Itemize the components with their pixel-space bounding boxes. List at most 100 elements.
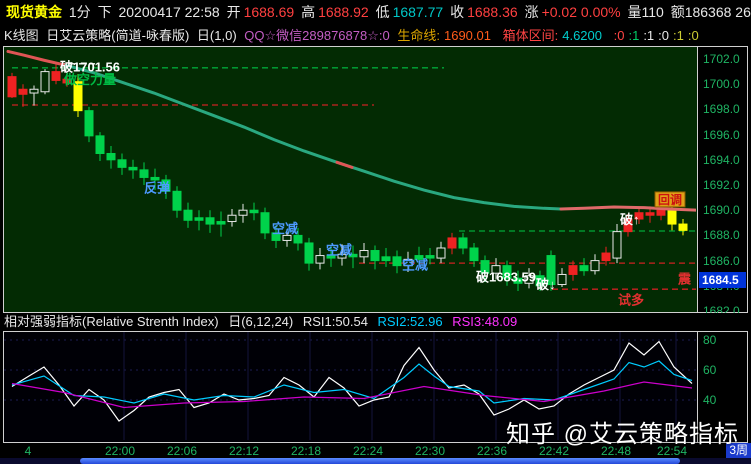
- chart-annotation: 反弹: [144, 181, 170, 196]
- strategy-param: 日(1,0): [196, 28, 237, 43]
- open-label: 开: [226, 4, 241, 20]
- candle-body: [579, 265, 589, 272]
- candle-body: [678, 223, 688, 231]
- open-value: 1688.69: [243, 4, 295, 20]
- rsi-axis-label: 60: [703, 363, 717, 377]
- horizontal-scrollbar[interactable]: [0, 458, 751, 464]
- rsi3-value: RSI3:48.09: [452, 314, 518, 329]
- price-axis-label: 1702.0: [703, 52, 740, 66]
- time-axis-label: 22:00: [104, 444, 136, 458]
- time-axis-label: 22:36: [476, 444, 508, 458]
- signal-flag-5: :0: [687, 28, 699, 43]
- candle-body: [645, 212, 655, 216]
- current-price-tag: 1684.5: [699, 271, 746, 288]
- candle-body: [601, 252, 611, 262]
- candle-body: [205, 217, 215, 225]
- time-axis-label: 22:18: [290, 444, 322, 458]
- time-axis-label: 22:30: [414, 444, 446, 458]
- candle-body: [293, 234, 303, 244]
- candle-body: [656, 209, 666, 216]
- chart-annotation: 破1683.59: [476, 269, 536, 284]
- rsi-svg: [4, 332, 696, 440]
- candle-body: [194, 217, 204, 221]
- candle-body: [403, 258, 413, 267]
- kline-label: K线图: [4, 28, 39, 43]
- signal-flag-0: :0: [613, 28, 625, 43]
- candle-body: [634, 212, 644, 220]
- quote-bar: 现货黄金 1分 下 20200417 22:58 开 1688.69 高 1688.…: [0, 0, 751, 26]
- lifeline-ma: [559, 205, 696, 212]
- rsi-axis-label: 80: [703, 333, 717, 347]
- candle-body: [73, 81, 83, 112]
- time-axis-left-label: 4: [24, 444, 32, 458]
- candle-body: [29, 88, 39, 94]
- candle-body: [491, 265, 501, 274]
- candle-body: [535, 275, 545, 287]
- candle-body: [458, 237, 468, 249]
- candle-body: [392, 256, 402, 267]
- callout-box: [654, 191, 686, 208]
- candle-body: [84, 110, 94, 137]
- low-value: 1687.77: [392, 4, 444, 20]
- time-axis: 4 22:00 22:06 22:12 22:18 22:24 22:30 22:36 22:…: [0, 443, 751, 459]
- time-axis-label: 22:24: [352, 444, 384, 458]
- scrollbar-thumb[interactable]: [80, 458, 680, 464]
- chart-annotation: 空减: [272, 221, 298, 236]
- rsi-axis: 80 60 40: [698, 332, 747, 442]
- price-axis-label: 1686.0: [703, 253, 740, 268]
- period-selector-badge[interactable]: 3周: [726, 443, 751, 458]
- chart-annotation: 试多: [618, 293, 644, 308]
- candle-body: [62, 78, 72, 84]
- price-axis-label: 1696.0: [703, 127, 740, 142]
- candle-body: [612, 231, 622, 259]
- signal-flag-4: :1: [673, 28, 684, 43]
- candle-body: [513, 277, 523, 284]
- change-label: 涨: [524, 4, 539, 20]
- rsi-param: 日(6,12,24): [228, 314, 294, 329]
- candle-body: [348, 253, 358, 258]
- strategy-name[interactable]: 日艾云策略(简道-咏春版): [46, 28, 190, 43]
- volume-value: 量110: [627, 4, 664, 20]
- close-label: 收: [450, 4, 465, 20]
- candle-body: [260, 212, 270, 234]
- candle-body: [304, 242, 314, 264]
- candle-body: [557, 273, 567, 286]
- time-axis-label: 22:12: [228, 444, 260, 458]
- candle-body: [40, 71, 50, 93]
- candle-body: [227, 214, 237, 223]
- quote-datetime: 20200417 22:58: [118, 4, 220, 20]
- rsi-panel: 80 60 40: [3, 331, 748, 443]
- chart-annotation: 震: [677, 271, 692, 286]
- candle-body: [51, 71, 61, 81]
- time-axis-label: 22:42: [538, 444, 570, 458]
- time-axis-label: 22:48: [600, 444, 632, 458]
- rsi-plot[interactable]: [4, 332, 698, 442]
- candle-body: [546, 255, 556, 286]
- rsi-line-rsi2: [11, 360, 693, 404]
- rsi-line-rsi1: [11, 340, 693, 422]
- price-axis-label: 1698.0: [703, 102, 740, 117]
- zhihu-watermark: 知乎 @艾云策略指标: [505, 421, 739, 448]
- rsi-line-rsi3: [11, 381, 693, 409]
- rsi-header: 相对强弱指标(Relative Strenth Index) 日(6,12,24…: [0, 313, 751, 331]
- change-value: +0.02 0.00%: [541, 4, 621, 20]
- time-axis-label: 22:06: [166, 444, 198, 458]
- chart-annotation: 空减: [326, 242, 352, 257]
- box-range-value: 4.6200: [562, 28, 602, 43]
- price-axis-label: 1688.0: [703, 228, 740, 243]
- candle-body: [139, 169, 149, 178]
- candlestick-plot[interactable]: 做空力量 破1701.56 反弹 空减 空减 空减 破1683.59 破↓ 破↑ 震试多 回调: [4, 47, 698, 312]
- candle-body: [480, 260, 490, 274]
- candle-body: [161, 179, 171, 192]
- candle-body: [315, 255, 325, 264]
- candle-body: [326, 255, 336, 259]
- chart-annotation: 空减: [402, 257, 428, 272]
- candle-body: [425, 255, 435, 259]
- signal-flag-2: :1: [643, 28, 655, 43]
- lifeline-ma: [6, 49, 68, 67]
- period-label[interactable]: 1分: [68, 4, 91, 20]
- candle-body: [106, 153, 116, 161]
- candle-body: [524, 275, 534, 284]
- candle-body: [95, 135, 105, 154]
